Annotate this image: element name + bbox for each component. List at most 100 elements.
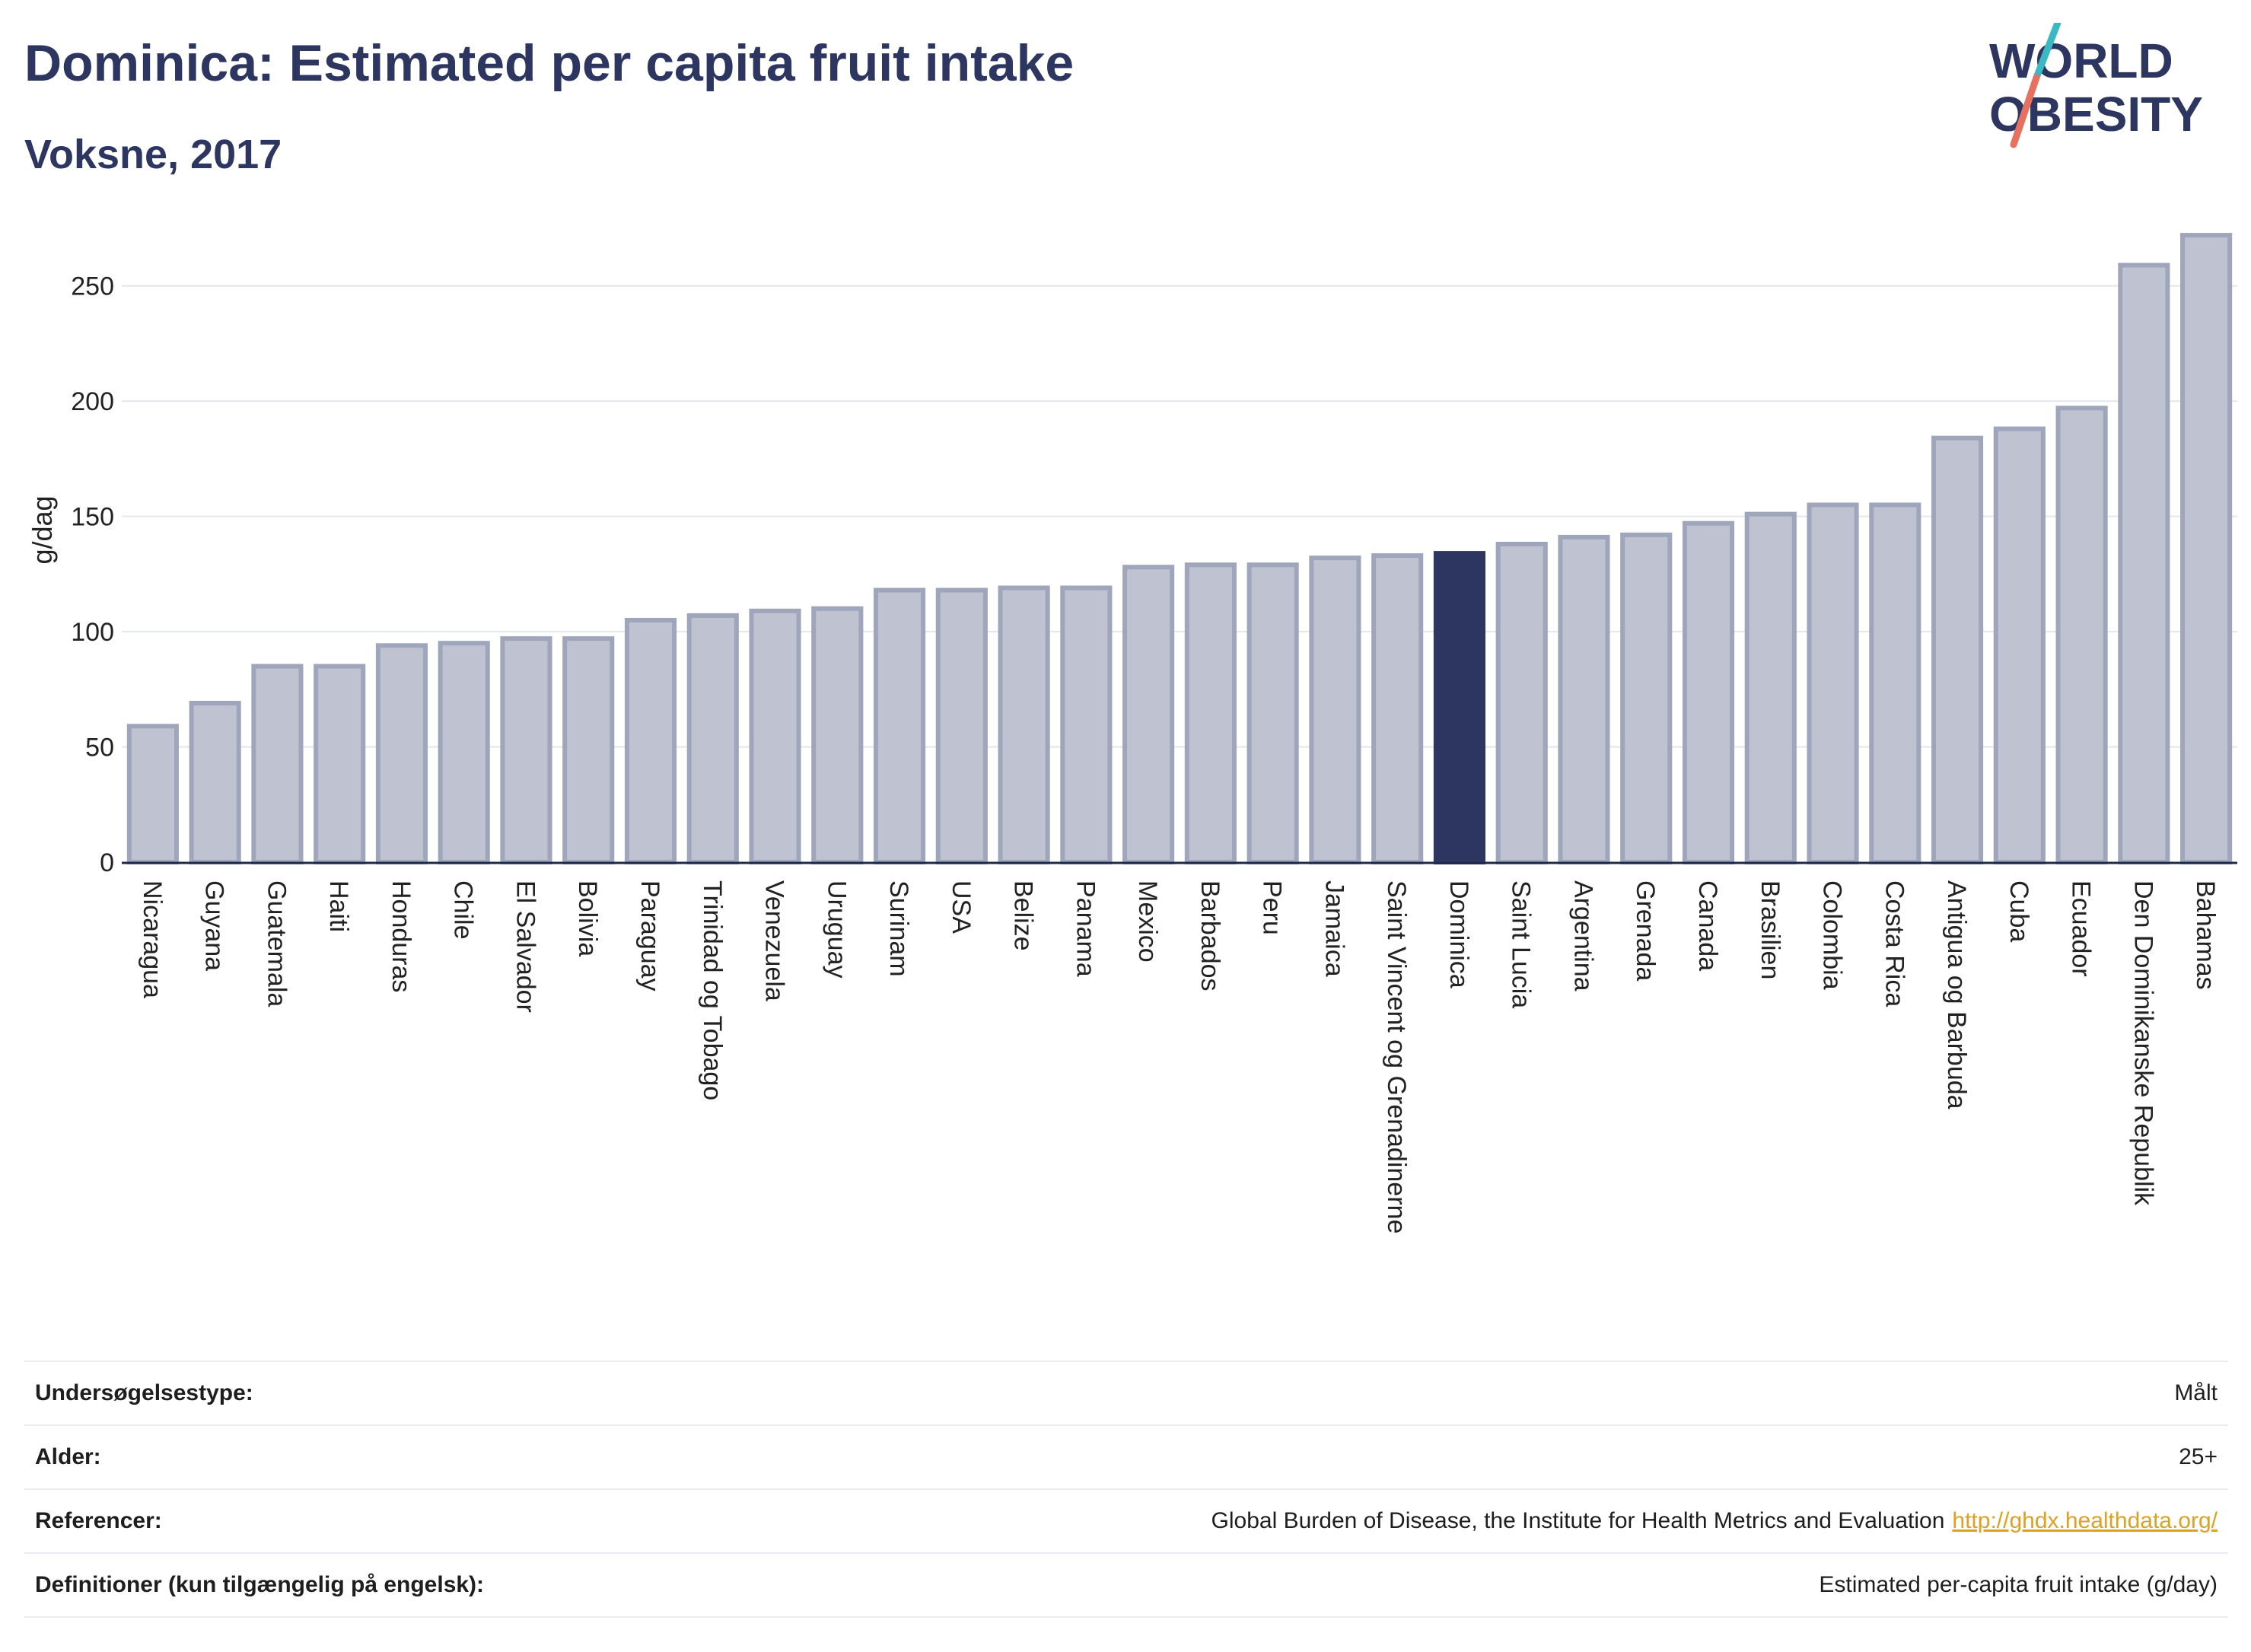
bar bbox=[2180, 233, 2233, 864]
bars bbox=[126, 233, 2233, 865]
bar bbox=[126, 724, 179, 864]
bar bbox=[1309, 555, 1361, 864]
y-tick-label: 0 bbox=[100, 848, 114, 877]
bar bbox=[935, 587, 988, 864]
bar bbox=[1682, 520, 1735, 864]
y-tick-label: 150 bbox=[71, 503, 114, 532]
bar bbox=[811, 606, 864, 864]
bar bbox=[1246, 562, 1299, 864]
bar bbox=[251, 664, 304, 864]
info-value: 25+ bbox=[2179, 1444, 2218, 1470]
logo-line1: WORLD bbox=[1989, 33, 2173, 88]
bar bbox=[998, 585, 1050, 865]
x-category-label: Costa Rica bbox=[1880, 880, 1909, 1007]
x-category-label: Panama bbox=[1071, 880, 1100, 977]
bar bbox=[1495, 541, 1548, 865]
info-row: Alder: 25+ bbox=[24, 1424, 2228, 1488]
bar bbox=[438, 641, 490, 865]
x-category-label: Dominica bbox=[1444, 880, 1473, 988]
world-obesity-logo: WORLD OBESITY bbox=[1989, 23, 2203, 148]
x-category-label: Trinidad og Tobago bbox=[698, 880, 727, 1100]
bar bbox=[562, 636, 615, 864]
x-category-label: Canada bbox=[1693, 880, 1722, 971]
y-axis-title: g/dag bbox=[27, 495, 58, 564]
bar bbox=[314, 664, 366, 864]
bar bbox=[1184, 562, 1237, 864]
x-category-label: Grenada bbox=[1631, 880, 1660, 981]
x-category-label: Mexico bbox=[1133, 880, 1162, 963]
x-category-label: Barbados bbox=[1196, 880, 1224, 992]
bar bbox=[1122, 565, 1175, 864]
info-label: Undersøgelsestype: bbox=[35, 1380, 253, 1405]
bar bbox=[686, 613, 739, 864]
chart-subtitle: Voksne, 2017 bbox=[24, 132, 282, 177]
info-value-text: 25+ bbox=[2179, 1444, 2218, 1469]
bar bbox=[1060, 585, 1113, 865]
bar bbox=[749, 608, 801, 864]
x-category-label: Paraguay bbox=[635, 880, 664, 992]
x-category-label: Argentina bbox=[1568, 880, 1597, 992]
x-category-label: Saint Vincent og Grenadinerne bbox=[1382, 880, 1411, 1233]
x-category-label: Ecuador bbox=[2067, 880, 2096, 977]
info-value-text: Målt bbox=[2174, 1380, 2218, 1405]
info-row: Referencer: Global Burden of Disease, the… bbox=[24, 1488, 2228, 1552]
bar bbox=[375, 643, 428, 864]
x-category-label: Peru bbox=[1258, 880, 1287, 935]
bar bbox=[1993, 426, 2046, 864]
x-category-label: Belize bbox=[1009, 880, 1038, 951]
info-row: Definitioner (kun tilgængelig på engelsk… bbox=[24, 1552, 2228, 1618]
x-category-label: Guyana bbox=[200, 880, 229, 971]
info-value-text: Estimated per-capita fruit intake (g/day… bbox=[1819, 1572, 2218, 1597]
info-row: Undersøgelsestype: Målt bbox=[24, 1361, 2228, 1424]
x-category-label: Uruguay bbox=[822, 880, 851, 979]
x-category-label: Jamaica bbox=[1320, 880, 1348, 977]
x-category-label: Cuba bbox=[2004, 880, 2033, 942]
info-value-text: Global Burden of Disease, the Institute … bbox=[1211, 1508, 1945, 1533]
info-label: Alder: bbox=[35, 1444, 101, 1469]
logo-slash-teal bbox=[2033, 23, 2062, 81]
x-category-label: Guatemala bbox=[262, 880, 291, 1007]
y-tick-label: 100 bbox=[71, 618, 114, 647]
bar bbox=[1371, 553, 1424, 864]
info-label: Definitioner (kun tilgængelig på engelsk… bbox=[35, 1572, 485, 1597]
bar bbox=[2055, 406, 2108, 864]
y-tick-label: 250 bbox=[71, 272, 114, 301]
x-category-label: Antigua og Barbuda bbox=[1942, 880, 1971, 1109]
x-category-label: Haiti bbox=[324, 880, 353, 932]
info-table: Undersøgelsestype: Målt Alder: 25+ Reference… bbox=[24, 1361, 2228, 1618]
y-tick-label: 200 bbox=[71, 387, 114, 416]
x-category-label: Venezuela bbox=[760, 880, 789, 1001]
reference-link[interactable]: http://ghdx.healthdata.org/ bbox=[1952, 1508, 2218, 1533]
x-category-label: Colombia bbox=[1818, 880, 1847, 990]
bar bbox=[1620, 532, 1673, 864]
bar-highlighted bbox=[1433, 551, 1486, 864]
y-tick-label: 50 bbox=[85, 734, 114, 762]
x-category-label: Brasilien bbox=[1756, 880, 1785, 979]
bar bbox=[1744, 511, 1797, 865]
bar bbox=[1558, 534, 1610, 864]
bar bbox=[873, 587, 926, 864]
info-value: Målt bbox=[2174, 1380, 2218, 1406]
x-category-label: Den Dominikanske Republik bbox=[2128, 880, 2157, 1206]
bar bbox=[1869, 502, 1921, 864]
logo-slash-coral bbox=[2010, 74, 2040, 148]
y-axis-ticks: 0 50 100 150 200 250 bbox=[71, 272, 114, 877]
x-category-label: Surinam bbox=[884, 880, 913, 977]
info-value: Estimated per-capita fruit intake (g/day… bbox=[1819, 1572, 2218, 1598]
info-label: Referencer: bbox=[35, 1508, 162, 1533]
x-axis-categories: Nicaragua Guyana Guatemala Haiti Honduras Chi… bbox=[138, 880, 2220, 1233]
x-category-label: Chile bbox=[449, 880, 478, 939]
info-value: Global Burden of Disease, the Institute … bbox=[1211, 1508, 2218, 1534]
x-category-label: Bahamas bbox=[2191, 880, 2220, 990]
x-category-label: Saint Lucia bbox=[1507, 880, 1536, 1008]
bar bbox=[189, 700, 241, 865]
bar bbox=[500, 636, 552, 864]
bar bbox=[2118, 263, 2170, 864]
bar bbox=[1807, 502, 1859, 864]
x-category-label: USA bbox=[947, 880, 976, 934]
bar bbox=[624, 617, 677, 864]
x-category-label: Nicaragua bbox=[138, 880, 167, 998]
chart-title: Dominica: Estimated per capita fruit int… bbox=[24, 34, 1075, 92]
x-category-label: Bolivia bbox=[573, 880, 602, 957]
x-category-label: Honduras bbox=[387, 880, 415, 992]
